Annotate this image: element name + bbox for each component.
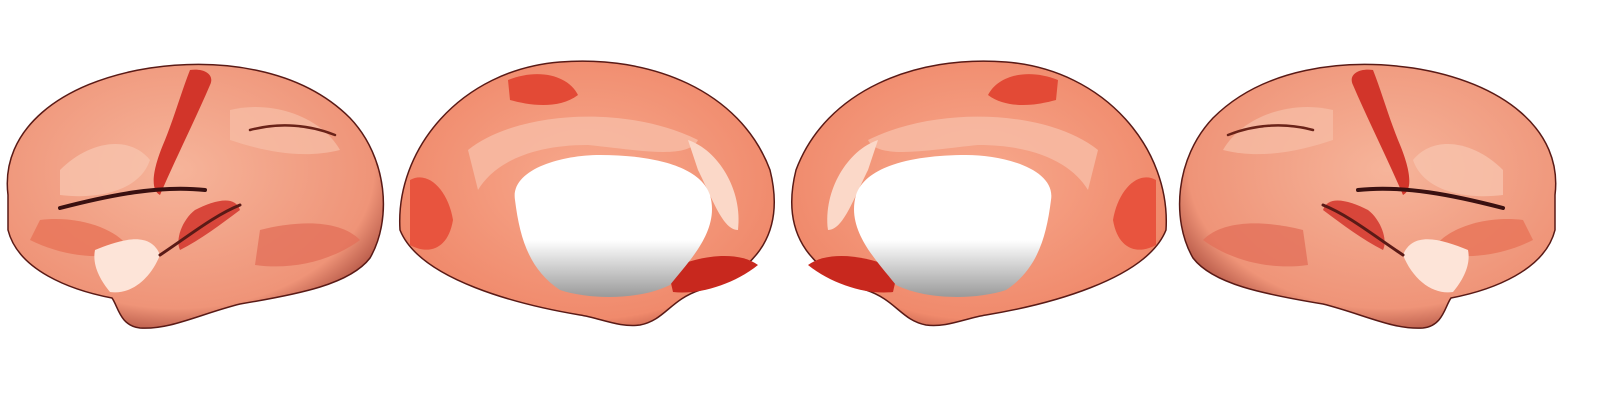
left-lateral: [5, 62, 386, 331]
left-medial: [398, 60, 776, 327]
right-lateral: [1177, 62, 1558, 331]
right-medial: [790, 60, 1168, 327]
